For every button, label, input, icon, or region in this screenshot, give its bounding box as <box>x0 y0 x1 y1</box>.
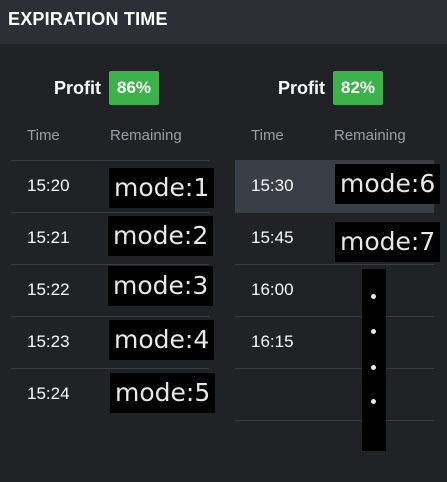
profit-label: Profit <box>278 77 325 98</box>
expiration-row[interactable]: 15:20 <box>11 160 209 213</box>
panel-header: EXPIRATION TIME <box>0 0 447 44</box>
mode-label: mode:3 <box>108 266 214 306</box>
expiration-row[interactable] <box>235 369 434 421</box>
expiration-time: 15:24 <box>27 384 70 403</box>
expiration-time: 15:21 <box>27 228 70 247</box>
profit-row: Profit 82% <box>278 69 384 107</box>
remaining-column-header: Remaining <box>110 127 182 144</box>
expiration-time: 15:30 <box>251 176 294 195</box>
expiration-row[interactable]: 15:23 <box>11 317 209 369</box>
mode-label: mode:4 <box>109 320 215 360</box>
dot-icon <box>371 365 376 370</box>
profit-badge: 86% <box>109 71 160 105</box>
profit-row: Profit 86% <box>54 69 160 107</box>
profit-badge: 82% <box>333 71 384 105</box>
expiration-row[interactable]: 15:24 <box>11 369 209 420</box>
expiration-time: 15:20 <box>27 176 70 195</box>
dot-icon <box>371 294 376 299</box>
expiration-time: 16:15 <box>251 332 294 351</box>
ellipsis-redaction-block <box>362 269 386 451</box>
profit-label: Profit <box>54 77 101 98</box>
expiration-row[interactable]: 16:00 <box>235 265 434 317</box>
remaining-column-header: Remaining <box>334 127 406 144</box>
expiration-row[interactable]: 15:45 <box>235 213 434 265</box>
mode-label: mode:2 <box>108 216 214 256</box>
expiration-row[interactable]: 15:22 <box>11 265 209 317</box>
expiration-time: 15:23 <box>27 332 70 351</box>
mode-label: mode:6 <box>335 164 441 204</box>
mode-label: mode:1 <box>109 168 215 208</box>
mode-label: mode:5 <box>110 373 216 413</box>
dot-icon <box>371 399 376 404</box>
dot-icon <box>371 329 376 334</box>
time-column-header: Time <box>251 127 284 144</box>
mode-label: mode:7 <box>335 222 441 262</box>
expiration-time: 15:22 <box>27 280 70 299</box>
expiration-time: 15:45 <box>251 228 294 247</box>
time-column-header: Time <box>27 127 60 144</box>
expiration-row[interactable]: 15:21 <box>11 213 209 265</box>
expiration-row[interactable]: 16:15 <box>235 317 434 369</box>
expiration-list: 15:20 15:21 15:22 15:23 15:24 <box>11 160 209 420</box>
expiration-time: 16:00 <box>251 280 294 299</box>
panel-title: EXPIRATION TIME <box>8 9 168 29</box>
